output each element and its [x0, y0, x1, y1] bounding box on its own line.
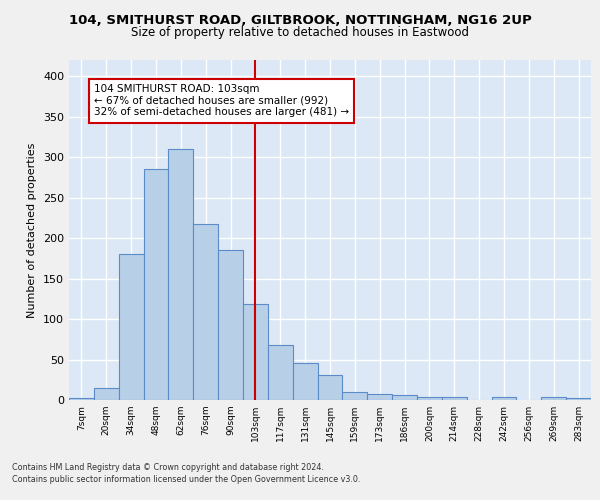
Bar: [268, 345, 293, 400]
Y-axis label: Number of detached properties: Number of detached properties: [28, 142, 37, 318]
Text: Contains public sector information licensed under the Open Government Licence v3: Contains public sector information licen…: [12, 476, 361, 484]
Bar: [143, 170, 169, 400]
Bar: [169, 149, 193, 400]
Text: 104 SMITHURST ROAD: 103sqm
← 67% of detached houses are smaller (992)
32% of sem: 104 SMITHURST ROAD: 103sqm ← 67% of deta…: [94, 84, 349, 117]
Bar: [218, 250, 243, 400]
Bar: [442, 397, 467, 400]
Bar: [94, 388, 119, 400]
Bar: [367, 394, 392, 400]
Bar: [491, 397, 517, 400]
Text: 104, SMITHURST ROAD, GILTBROOK, NOTTINGHAM, NG16 2UP: 104, SMITHURST ROAD, GILTBROOK, NOTTINGH…: [68, 14, 532, 27]
Text: Size of property relative to detached houses in Eastwood: Size of property relative to detached ho…: [131, 26, 469, 39]
Bar: [566, 398, 591, 400]
Bar: [243, 304, 268, 400]
Bar: [317, 375, 343, 400]
Bar: [293, 363, 317, 400]
Bar: [69, 398, 94, 400]
Bar: [417, 397, 442, 400]
Bar: [343, 392, 367, 400]
Text: Contains HM Land Registry data © Crown copyright and database right 2024.: Contains HM Land Registry data © Crown c…: [12, 463, 324, 472]
Bar: [119, 254, 143, 400]
Bar: [193, 224, 218, 400]
Bar: [392, 395, 417, 400]
Bar: [541, 397, 566, 400]
